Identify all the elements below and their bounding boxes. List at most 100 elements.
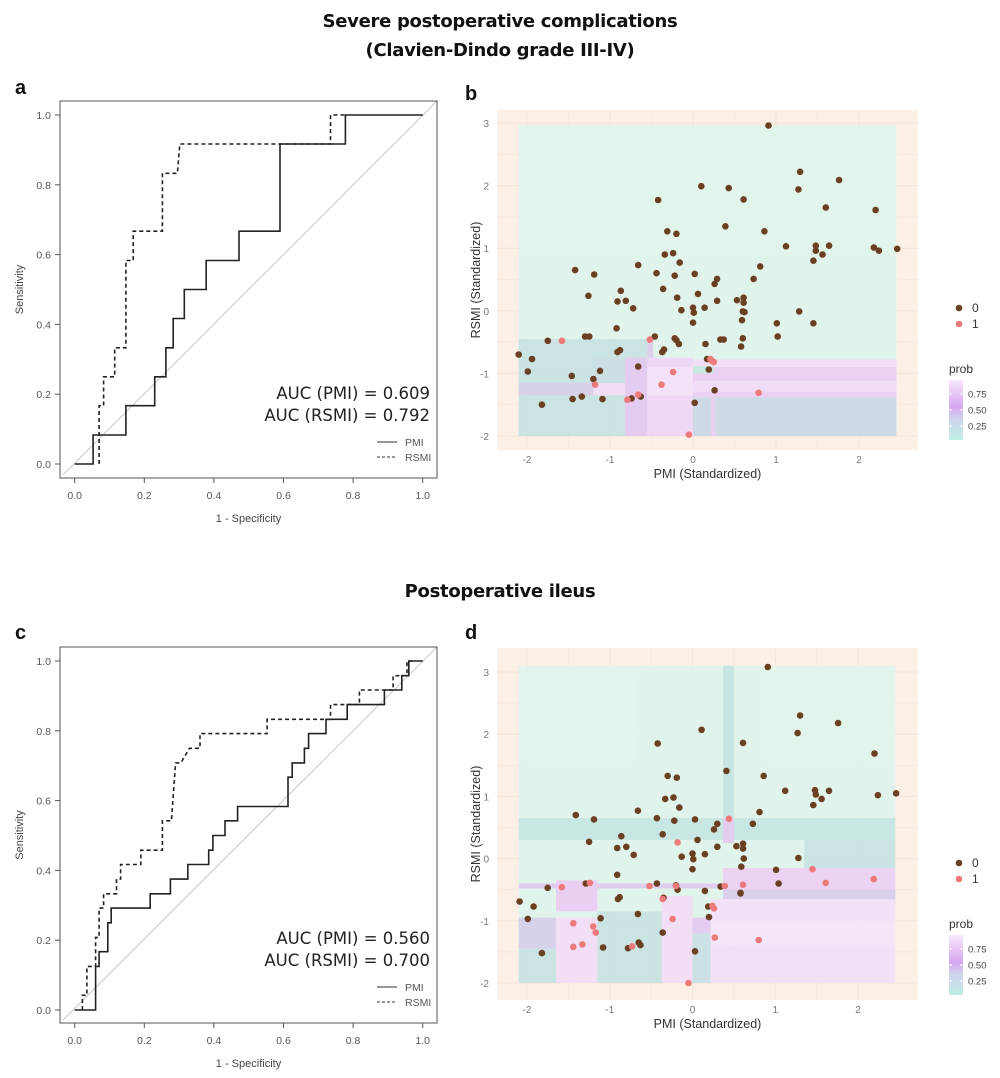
data-point-class-0	[691, 816, 699, 823]
data-point-class-0	[738, 863, 745, 870]
data-point-class-1	[586, 879, 594, 887]
x-tick-label: 1.0	[415, 490, 430, 502]
data-point-class-1	[710, 905, 718, 912]
data-point-class-0	[670, 794, 677, 801]
data-point-class-0	[691, 270, 698, 278]
data-point-class-0	[722, 223, 729, 230]
roc-curve-rsmi	[98, 114, 345, 464]
data-point-class-0	[774, 333, 781, 340]
data-point-class-0	[740, 294, 747, 302]
points-class-1	[558, 336, 762, 439]
roc-chart-c: 0.0 0.2 0.4 0.6 0.8 1.0 0.0 0.2 0.4 0.6 0.8 1.0 1 - …	[14, 646, 438, 1070]
data-point-class-1	[659, 895, 666, 903]
data-point-class-1	[755, 936, 762, 944]
data-point-class-0	[597, 915, 604, 922]
data-point-class-0	[613, 871, 621, 879]
data-point-class-0	[578, 393, 586, 400]
y-tick-label: 3	[483, 119, 489, 130]
y-tick-label: 1	[483, 792, 489, 803]
data-point-class-0	[875, 247, 883, 254]
figure-title-top-line2: (Clavien-Dindo grade III-IV)	[365, 40, 635, 61]
data-point-class-0	[664, 228, 671, 235]
data-point-class-0	[661, 795, 669, 803]
data-point-class-0	[586, 333, 593, 340]
legend-marker-class-1	[955, 875, 963, 883]
y-tick-label: 0.4	[36, 319, 51, 331]
data-point-class-1	[710, 358, 718, 366]
data-point-class-1	[822, 879, 829, 887]
x-tick-label: 0.4	[207, 1035, 222, 1047]
colorbar-title: prob	[949, 917, 973, 931]
probability-tile	[693, 397, 897, 436]
roc-curve-rsmi	[81, 660, 413, 1010]
data-point-class-0	[590, 271, 598, 278]
data-point-class-1	[592, 929, 599, 936]
x-tick-label: -1	[606, 455, 615, 466]
x-tick-label: 0.6	[276, 490, 291, 502]
data-point-class-0	[733, 296, 741, 304]
data-point-class-0	[893, 245, 901, 253]
data-point-class-0	[678, 306, 685, 314]
data-point-class-0	[739, 840, 747, 847]
legend-label-pmi: PMI	[405, 982, 424, 994]
data-point-class-0	[796, 712, 804, 719]
data-point-class-1	[674, 839, 681, 846]
data-point-class-0	[599, 944, 607, 951]
x-tick-label: 0.8	[346, 1035, 361, 1047]
data-point-class-0	[634, 261, 642, 269]
colorbar-title: prob	[949, 362, 973, 376]
data-point-class-0	[585, 838, 593, 846]
legend-marker-class-0	[955, 859, 963, 867]
probability-tile	[710, 920, 896, 946]
data-point-class-0	[651, 333, 659, 340]
legend-label-class-0: 0	[972, 856, 979, 870]
data-point-class-1	[721, 882, 729, 890]
y-tick-label: 1.0	[36, 110, 51, 122]
data-point-class-0	[654, 196, 662, 204]
data-point-class-0	[659, 285, 667, 293]
auc-annotation-rsmi: AUC (RSMI) = 0.700	[264, 951, 430, 970]
probability-tile	[647, 338, 654, 358]
data-point-class-0	[819, 251, 826, 258]
y-tick-label: 0.2	[36, 389, 51, 401]
y-tick-label: -2	[480, 432, 489, 443]
probability-tile	[723, 665, 734, 819]
data-point-class-0	[750, 275, 757, 283]
x-tick-label: 0.4	[207, 490, 222, 502]
data-point-class-0	[654, 740, 661, 747]
data-point-class-0	[659, 929, 666, 936]
data-point-class-0	[701, 850, 709, 858]
data-point-class-0	[737, 343, 745, 350]
data-point-class-0	[835, 176, 843, 184]
data-point-class-0	[689, 865, 696, 873]
data-point-class-0	[569, 395, 576, 403]
y-tick-label: 0.8	[36, 180, 51, 192]
data-point-class-0	[571, 266, 579, 274]
y-tick-label: 0.6	[36, 250, 51, 262]
data-point-class-0	[661, 251, 669, 258]
data-point-class-0	[733, 842, 740, 850]
data-point-class-1	[589, 923, 597, 930]
data-point-class-0	[705, 366, 713, 373]
x-tick-label: 0	[690, 455, 696, 466]
data-point-class-0	[675, 340, 683, 348]
probability-tile	[693, 380, 897, 393]
data-point-class-0	[739, 739, 747, 747]
auc-annotation-pmi: AUC (PMI) = 0.560	[276, 929, 430, 948]
x-tick-label: 0.8	[346, 490, 361, 502]
data-point-class-0	[616, 346, 624, 354]
roc-legend: PMI RSMI	[377, 437, 431, 464]
data-point-class-0	[812, 791, 820, 798]
probability-tile	[804, 839, 896, 868]
x-tick-label: -2	[523, 455, 532, 466]
probability-tile	[723, 889, 896, 900]
probability-tile	[693, 365, 714, 374]
panel-label-b: b	[465, 83, 478, 105]
data-point-class-0	[713, 275, 721, 283]
y-axis-title: RSMI (Standardized)	[469, 766, 483, 883]
x-tick-label: 1	[772, 1005, 778, 1016]
legend-label-pmi: PMI	[405, 437, 424, 449]
prob-colorbar-legend: prob 0.25 0.50 0.75	[949, 362, 987, 440]
data-point-class-1	[646, 882, 653, 890]
